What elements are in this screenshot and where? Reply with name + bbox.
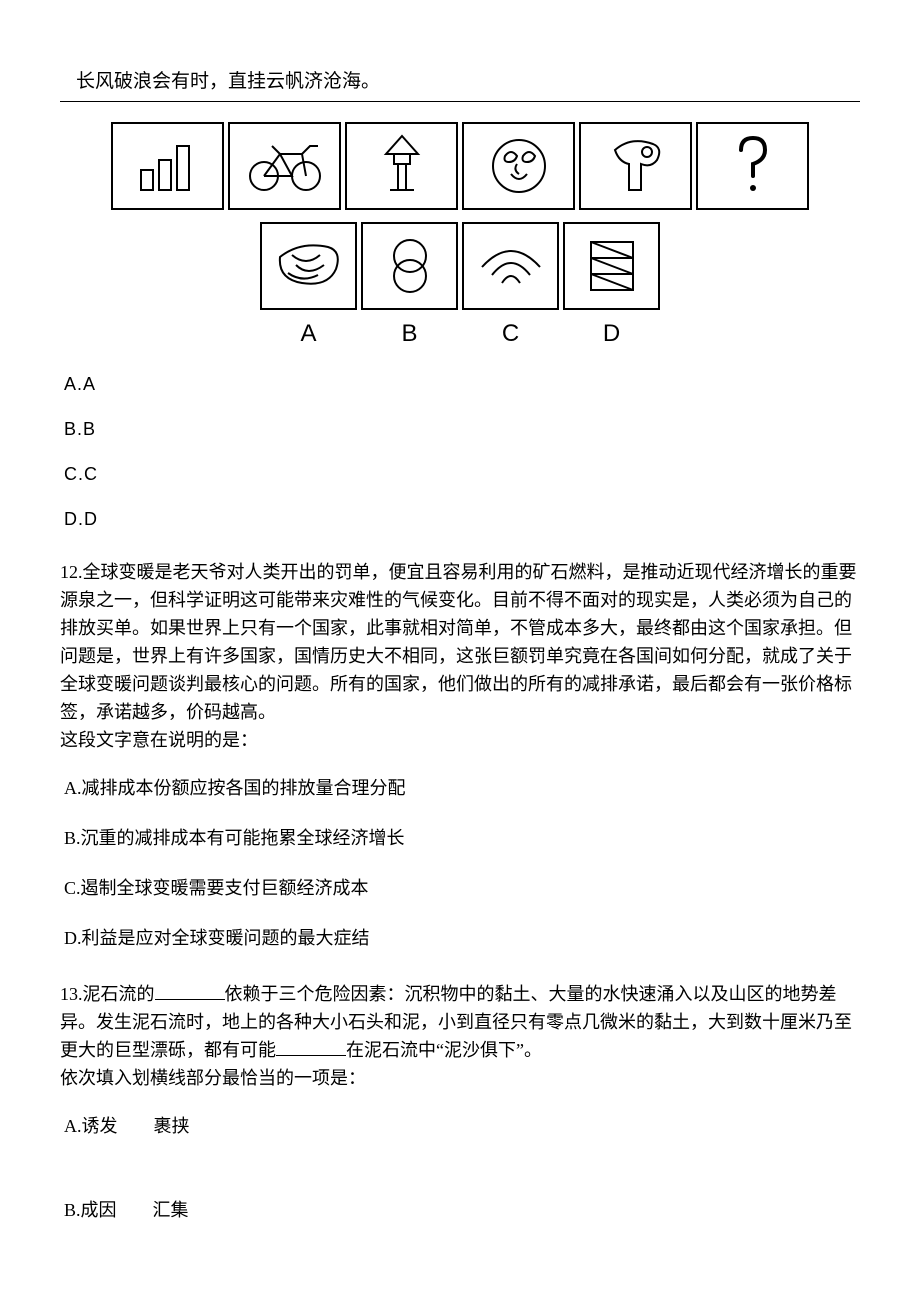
option-label-A: A: [260, 320, 357, 348]
header-quote: 长风破浪会有时，直挂云帆济沧海。: [60, 60, 860, 102]
mushroom-icon: [372, 132, 432, 200]
q13-option-b: B.成因 汇集: [64, 1196, 860, 1224]
q13-option-a: A.诱发 裹挟: [64, 1112, 860, 1140]
q13-post: 在泥石流中“泥沙俱下”。: [346, 1040, 542, 1060]
question-icon: [733, 134, 773, 198]
q12-option-a: A.减排成本份额应按各国的排放量合理分配: [64, 774, 860, 802]
zigzag-icon: [585, 236, 639, 296]
q12-text: 12.全球变暖是老天爷对人类开出的罚单，便宜且容易利用的矿石燃料，是推动近现代经…: [60, 558, 860, 726]
pouch-icon: [272, 237, 346, 295]
face-icon: [487, 134, 551, 198]
q13-pre: 泥石流的: [83, 984, 155, 1004]
q12-prompt: 这段文字意在说明的是：: [60, 726, 860, 754]
periscope-icon: [601, 134, 671, 198]
q12-option-b: B.沉重的减排成本有可能拖累全球经济增长: [64, 824, 860, 852]
option-label-D: D: [563, 320, 660, 348]
option-cell-D: [563, 222, 660, 310]
option-label-C: C: [462, 320, 559, 348]
q12-number: 12.: [60, 562, 83, 582]
q13-prompt: 依次填入划横线部分最恰当的一项是：: [60, 1064, 860, 1092]
option-cell-B: [361, 222, 458, 310]
q11-options: A.A B.B C.C D.D: [60, 374, 860, 530]
option-cell-A: [260, 222, 357, 310]
q13-blank-2: [276, 1040, 346, 1056]
figure-cell-question: [696, 122, 809, 210]
q11-option-b: B.B: [64, 419, 860, 440]
figure-cell-periscope: [579, 122, 692, 210]
q13-number: 13.: [60, 984, 83, 1004]
venn-icon: [382, 234, 438, 298]
q12-body: 全球变暖是老天爷对人类开出的罚单，便宜且容易利用的矿石燃料，是推动近现代经济增长…: [60, 562, 857, 722]
bars-icon: [133, 136, 203, 196]
q13-text: 13.泥石流的依赖于三个危险因素：沉积物中的黏土、大量的水快速涌入以及山区的地势…: [60, 980, 860, 1064]
figure-puzzle: A B C D: [60, 120, 860, 350]
q12-option-d: D.利益是应对全球变暖问题的最大症结: [64, 924, 860, 952]
q13-blank-1: [155, 984, 225, 1000]
option-label-B: B: [361, 320, 458, 348]
q12-option-c: C.遏制全球变暖需要支付巨额经济成本: [64, 874, 860, 902]
question-12: 12.全球变暖是老天爷对人类开出的罚单，便宜且容易利用的矿石燃料，是推动近现代经…: [60, 558, 860, 952]
q11-option-c: C.C: [64, 464, 860, 485]
figure-row-2: [60, 220, 860, 312]
figure-cell-bicycle: [228, 122, 341, 210]
q11-option-d: D.D: [64, 509, 860, 530]
figure-cell-mushroom: [345, 122, 458, 210]
wifi-icon: [476, 241, 546, 291]
option-labels-row: A B C D: [60, 318, 860, 350]
figure-row-1: [60, 120, 860, 212]
figure-cell-bars: [111, 122, 224, 210]
option-cell-C: [462, 222, 559, 310]
figure-cell-face: [462, 122, 575, 210]
q13-options: A.诱发 裹挟 B.成因 汇集: [64, 1112, 860, 1224]
bicycle-icon: [242, 136, 328, 196]
question-13: 13.泥石流的依赖于三个危险因素：沉积物中的黏土、大量的水快速涌入以及山区的地势…: [60, 980, 860, 1224]
q12-options: A.减排成本份额应按各国的排放量合理分配 B.沉重的减排成本有可能拖累全球经济增…: [64, 774, 860, 952]
q11-option-a: A.A: [64, 374, 860, 395]
